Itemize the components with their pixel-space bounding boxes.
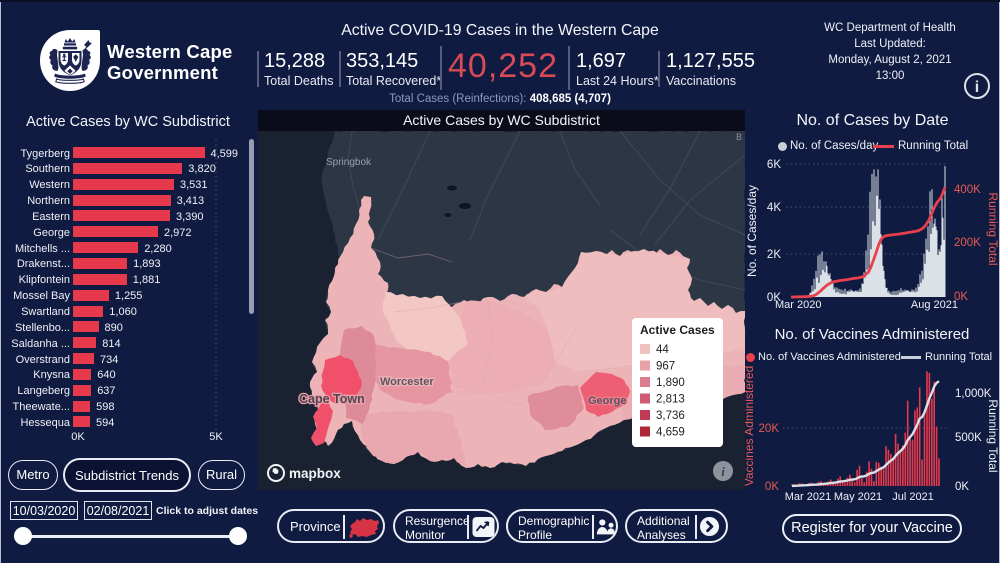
svg-text:0K: 0K [765,481,779,493]
svg-text:Mar 2020: Mar 2020 [775,299,821,311]
svg-text:Mar 2021: Mar 2021 [785,491,831,503]
svg-text:500K: 500K [955,432,982,444]
svg-text:Springbok: Springbok [326,157,372,168]
svg-text:6K: 6K [767,159,781,171]
svg-text:0K: 0K [954,291,968,303]
svg-text:4,659: 4,659 [656,427,685,439]
svg-text:George: George [588,395,627,407]
svg-text:Worcester: Worcester [380,376,434,388]
svg-text:Active Cases: Active Cases [640,323,715,337]
svg-text:May 2021: May 2021 [834,491,882,503]
svg-text:200K: 200K [954,237,981,249]
svg-text:B: B [736,132,742,142]
svg-text:1,000K: 1,000K [955,388,992,400]
svg-text:Running Total: Running Total [986,192,1000,265]
svg-text:Aug 2021: Aug 2021 [911,299,958,311]
svg-text:No. of Cases/day: No. of Cases/day [745,185,759,277]
svg-text:i: i [721,464,725,479]
svg-text:4K: 4K [767,202,781,214]
svg-text:2K: 2K [767,249,781,261]
svg-text:44: 44 [656,344,669,356]
svg-text:0K: 0K [955,481,969,493]
svg-text:3,736: 3,736 [656,410,685,422]
svg-text:400K: 400K [954,184,981,196]
svg-text:1,890: 1,890 [656,377,685,389]
svg-text:967: 967 [656,361,675,373]
svg-text:mapbox: mapbox [289,466,341,481]
svg-text:Running Total: Running Total [986,399,1000,472]
svg-text:Cape Town: Cape Town [299,392,365,406]
svg-text:0K: 0K [767,292,781,304]
svg-text:Vaccines Administered: Vaccines Administered [745,366,756,487]
svg-text:2,813: 2,813 [656,394,685,406]
svg-text:20K: 20K [759,423,780,435]
svg-text:Jul 2021: Jul 2021 [892,491,934,503]
